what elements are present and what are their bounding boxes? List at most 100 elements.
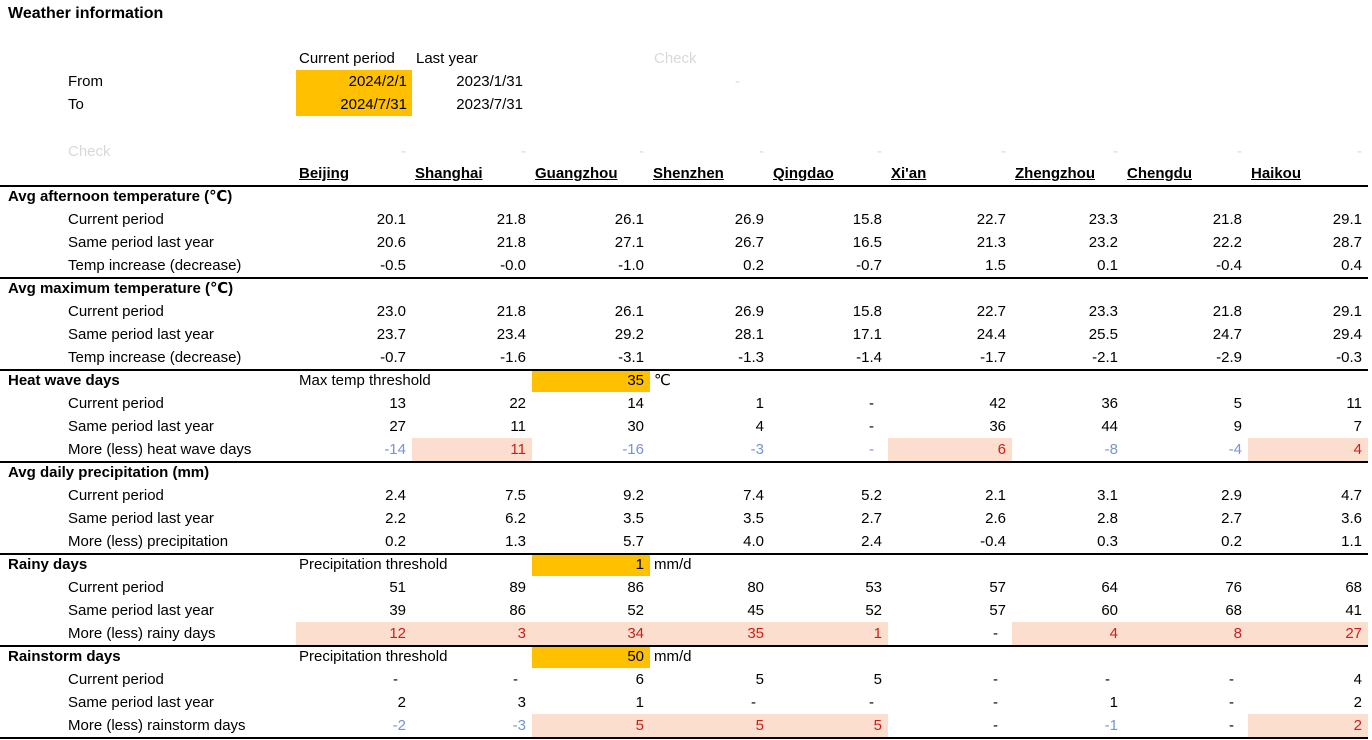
- column-header-qingdao: Qingdao: [773, 165, 834, 182]
- value-cell-shanghai: 7.5: [505, 487, 526, 504]
- value-cell-haikou: 41: [1345, 602, 1362, 619]
- value-cell-xi-an: 57: [989, 602, 1006, 619]
- to-current-date-input[interactable]: 2024/7/31: [296, 93, 412, 116]
- section-header-row-heat-wave-days: Heat wave days Max temp threshold 35 ℃: [0, 369, 1368, 392]
- row-label: More (less) rainy days: [68, 625, 216, 642]
- value-cell-guangzhou: -1.0: [618, 257, 644, 274]
- data-row: Current period 13 22 14 1 - 42 36 5 11: [0, 392, 1368, 415]
- value-cell-zhengzhou: -2.1: [1092, 349, 1118, 366]
- row-label: More (less) precipitation: [68, 533, 229, 550]
- value-cell-zhengzhou: 60: [1101, 602, 1118, 619]
- divider-line: [0, 369, 1368, 371]
- value-cell-qingdao: 1: [770, 622, 888, 645]
- value-cell-chengdu: 68: [1225, 602, 1242, 619]
- value-cell-haikou: 0.4: [1341, 257, 1362, 274]
- row-label: Current period: [68, 671, 164, 688]
- value-cell-xi-an: -: [993, 694, 998, 711]
- value-cell-xi-an: 2.6: [985, 510, 1006, 527]
- value-cell-haikou: 68: [1345, 579, 1362, 596]
- value-cell-guangzhou: 5: [532, 714, 650, 737]
- value-cell-xi-an: -0.4: [980, 533, 1006, 550]
- threshold-unit: mm/d: [654, 648, 692, 665]
- value-cell-xi-an: 21.3: [976, 234, 1006, 251]
- row-label: Current period: [68, 395, 164, 412]
- value-cell-beijing: -0.5: [380, 257, 406, 274]
- check-dash-qingdao: -: [877, 143, 882, 160]
- value-cell-shanghai: -0.0: [500, 257, 526, 274]
- value-cell-chengdu: 2.7: [1221, 510, 1242, 527]
- value-cell-haikou: -0.3: [1336, 349, 1362, 366]
- data-row: Current period 2.4 7.5 9.2 7.4 5.2 2.1 3.1 2.9 4.…: [0, 484, 1368, 507]
- value-cell-chengdu: 22.2: [1212, 234, 1242, 251]
- value-cell-beijing: 2: [397, 694, 406, 711]
- column-header-shanghai: Shanghai: [415, 165, 483, 182]
- data-row: Same period last year 39 86 52 45 52 57 60 68 41: [0, 599, 1368, 622]
- column-header-chengdu: Chengdu: [1127, 165, 1192, 182]
- value-cell-shanghai: 23.4: [496, 326, 526, 343]
- check-top-value: -: [735, 73, 740, 90]
- check-dash-chengdu: -: [1237, 143, 1242, 160]
- threshold-input[interactable]: 35: [532, 369, 650, 392]
- row-label: More (less) rainstorm days: [68, 717, 246, 734]
- column-header-beijing: Beijing: [299, 165, 350, 182]
- form-header-last-year: Last year: [416, 50, 478, 67]
- divider-line: [0, 277, 1368, 279]
- from-current-date-input[interactable]: 2024/2/1: [296, 70, 412, 93]
- value-cell-zhengzhou: 23.2: [1088, 234, 1118, 251]
- value-cell-shenzhen: 80: [747, 579, 764, 596]
- value-cell-beijing: 2.4: [385, 487, 406, 504]
- value-cell-shenzhen: 1: [755, 395, 764, 412]
- section-header-row-avg-maximum-temperature: Avg maximum temperature (℃): [0, 277, 1368, 300]
- value-cell-chengdu: -: [1229, 717, 1234, 734]
- section-header-row-avg-daily-precipitation-mm: Avg daily precipitation (mm): [0, 461, 1368, 484]
- value-cell-guangzhou: 3.5: [623, 510, 644, 527]
- value-cell-xi-an: 22.7: [976, 303, 1006, 320]
- value-cell-xi-an: -: [993, 717, 998, 734]
- row-label: Current period: [68, 579, 164, 596]
- row-label: Same period last year: [68, 234, 214, 251]
- value-cell-shanghai: 89: [509, 579, 526, 596]
- from-label: From: [68, 73, 103, 90]
- value-cell-xi-an: 22.7: [976, 211, 1006, 228]
- value-cell-xi-an: 24.4: [976, 326, 1006, 343]
- value-cell-zhengzhou: 44: [1101, 418, 1118, 435]
- table-header-row: Beijing Shanghai Guangzhou Shenzhen Qingdao X…: [0, 162, 1368, 185]
- data-row: More (less) rainy days 12 3 34 35 1 -4 8 27: [0, 622, 1368, 645]
- row-label: Current period: [68, 487, 164, 504]
- value-cell-zhengzhou: -1: [1104, 717, 1118, 734]
- value-cell-haikou: 1.1: [1341, 533, 1362, 550]
- value-cell-chengdu: -0.4: [1216, 257, 1242, 274]
- value-cell-shanghai: 1.3: [505, 533, 526, 550]
- value-cell-qingdao: -: [869, 418, 874, 435]
- threshold-input[interactable]: 1: [532, 553, 650, 576]
- value-cell-guangzhou: 26.1: [614, 303, 644, 320]
- value-cell-zhengzhou: 2.8: [1097, 510, 1118, 527]
- value-cell-shenzhen: 26.9: [734, 211, 764, 228]
- value-cell-shanghai: -: [513, 671, 518, 688]
- value-cell-shenzhen: 4.0: [743, 533, 764, 550]
- section-title: Heat wave days: [8, 372, 120, 389]
- threshold-unit: mm/d: [654, 556, 692, 573]
- value-cell-shanghai: 3: [412, 622, 532, 645]
- value-cell-beijing: 13: [389, 395, 406, 412]
- value-cell-chengdu: -2.9: [1216, 349, 1242, 366]
- data-row: Temp increase (decrease) -0.7 -1.6 -3.1 -1.3…: [0, 346, 1368, 369]
- value-cell-zhengzhou: 64: [1101, 579, 1118, 596]
- divider-line: [0, 737, 1368, 739]
- check-dash-beijing: -: [401, 143, 406, 160]
- threshold-unit: ℃: [654, 372, 671, 389]
- value-cell-shenzhen: 4: [755, 418, 764, 435]
- value-cell-zhengzhou: 4: [1012, 622, 1124, 645]
- form-header-current-period: Current period: [299, 50, 395, 67]
- value-cell-chengdu: 2.9: [1221, 487, 1242, 504]
- section-title: Avg afternoon temperature (℃): [8, 188, 233, 205]
- check-dash-zhengzhou: -: [1113, 143, 1118, 160]
- value-cell-zhengzhou: 36: [1101, 395, 1118, 412]
- row-label: Current period: [68, 211, 164, 228]
- data-row: Same period last year 2 3 1 - - - 1 - 2: [0, 691, 1368, 714]
- value-cell-guangzhou: 5.7: [623, 533, 644, 550]
- from-lastyear-date: 2023/1/31: [456, 73, 523, 90]
- threshold-input[interactable]: 50: [532, 645, 650, 668]
- value-cell-chengdu: -: [1229, 671, 1234, 688]
